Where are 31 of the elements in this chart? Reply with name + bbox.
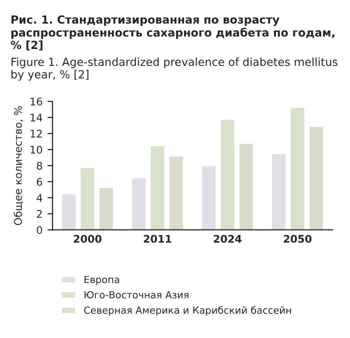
legend-label: Европа: [84, 276, 120, 286]
chart-subtitle: Figure 1. Age-standardized prevalence of diabetes mellitus by year, % [2]: [12, 57, 338, 81]
y-tick-label: 4: [36, 194, 42, 202]
x-tick-label: 2050: [284, 234, 312, 243]
bar: [270, 152, 287, 230]
chart-title: Рис. 1. Стандартизированная по возрасту распространенность сахарного диабета по годам, % [2]: [10, 15, 334, 50]
bar: [219, 118, 236, 230]
bar: [149, 144, 166, 230]
x-tick-label: 2000: [74, 234, 102, 243]
y-tick-label: 8: [36, 162, 42, 170]
y-tick-label: 2: [36, 210, 42, 218]
y-axis-title: Общее количество, %: [14, 106, 24, 226]
y-tick-label: 6: [36, 178, 42, 186]
y-tick-label: 12: [30, 130, 42, 138]
y-tick-label: 14: [30, 114, 42, 122]
y-tick-label: 10: [30, 146, 42, 154]
bar: [79, 166, 96, 230]
bar: [168, 155, 184, 230]
bar: [98, 186, 114, 230]
bar: [60, 193, 77, 230]
bar: [238, 142, 254, 230]
y-tick-label: 16: [30, 98, 42, 106]
bar: [289, 106, 306, 230]
y-tick-label: 0: [36, 226, 42, 234]
bar: [130, 176, 147, 230]
bar: [200, 164, 217, 230]
bar: [308, 126, 324, 230]
x-tick-label: 2011: [144, 234, 172, 243]
x-tick-label: 2024: [214, 234, 242, 243]
legend-label: Юго-Восточная Азия: [84, 291, 188, 298]
legend-label: Северная Америка и Карибский бассейн: [84, 306, 292, 316]
